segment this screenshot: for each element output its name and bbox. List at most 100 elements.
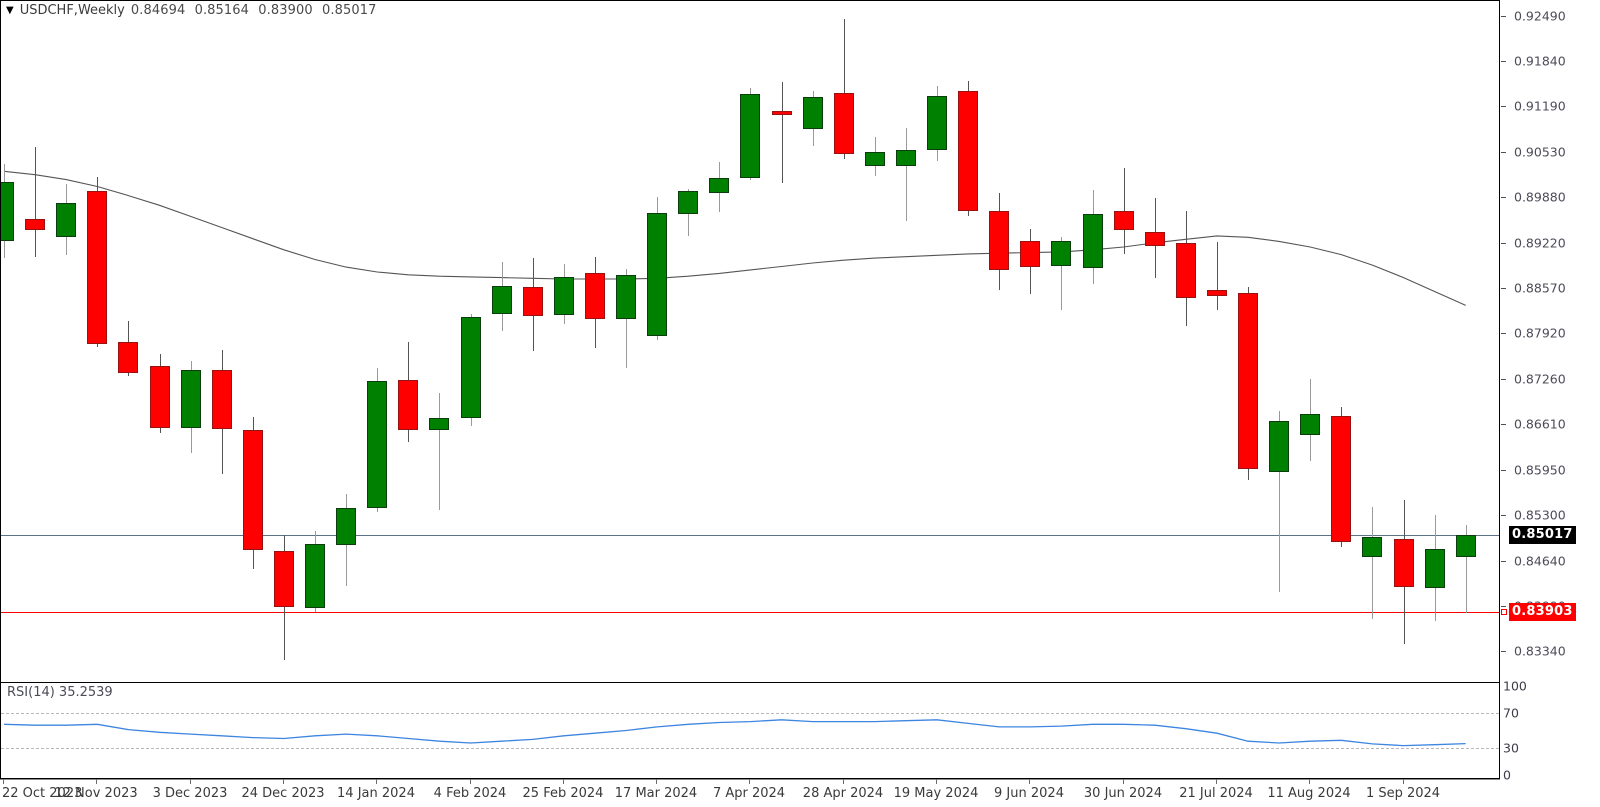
candle-body: [1269, 421, 1289, 473]
candle-body: [274, 550, 294, 607]
ohlc-values: 0.84694 0.85164 0.83900 0.85017: [131, 3, 382, 18]
price-tick-label: 0.88570: [1514, 280, 1566, 296]
candle-wick: [35, 146, 36, 257]
candle-body: [865, 152, 885, 167]
date-tick-mark: [843, 779, 844, 784]
rsi-line-overlay: [3, 719, 1466, 747]
close-value: 0.85017: [321, 2, 377, 18]
price-tick-mark: [1501, 61, 1506, 62]
candle-body: [678, 191, 698, 215]
price-tick-label: 0.85950: [1514, 462, 1566, 478]
candle-body: [647, 212, 667, 336]
rsi-tick-label: 0: [1503, 767, 1511, 783]
candle-body: [87, 191, 107, 345]
candle-body: [1020, 241, 1040, 268]
candle-wick: [439, 392, 440, 510]
candle-body: [523, 287, 543, 317]
price-tick-label: 0.91840: [1514, 53, 1566, 69]
candle-body: [305, 544, 325, 609]
candle-body: [1083, 214, 1103, 268]
date-label: 14 Jan 2024: [337, 786, 415, 801]
date-label: 3 Dec 2023: [152, 786, 228, 801]
candle-wick: [1217, 242, 1218, 311]
candle-body: [1331, 415, 1351, 542]
candle-body: [1114, 210, 1134, 231]
candle-body: [1176, 242, 1196, 298]
date-label: 25 Feb 2024: [522, 786, 604, 801]
candle-body: [803, 96, 823, 129]
alert-price-tag[interactable]: 0.83903: [1509, 603, 1576, 622]
date-tick-mark: [376, 779, 377, 784]
price-plot-area[interactable]: [1, 1, 1499, 682]
alert-line-drag-handle[interactable]: [1501, 609, 1507, 616]
open-value: 0.84694: [130, 2, 186, 18]
candle-body: [1425, 548, 1445, 589]
candle-body: [212, 369, 232, 430]
price-tick-label: 0.86610: [1514, 416, 1566, 432]
candle-wick: [1372, 506, 1373, 620]
date-tick-mark: [936, 779, 937, 784]
date-label: 22 Oct 2023: [2, 786, 83, 801]
date-label: 17 Mar 2024: [614, 786, 698, 801]
rsi-band-30: [1, 748, 1499, 749]
date-tick-mark: [749, 779, 750, 784]
date-tick-mark: [563, 779, 564, 784]
price-scale[interactable]: 0.92490 0.91840 0.91190 0.90530 0.89880 0.892…: [1500, 0, 1600, 683]
price-tick-mark: [1501, 606, 1506, 607]
candle-wick: [1061, 237, 1062, 311]
rsi-tick-label: 100: [1503, 678, 1527, 694]
rsi-line: [3, 719, 1466, 747]
price-tick-label: 0.87920: [1514, 325, 1566, 341]
alert-price-line[interactable]: [1, 612, 1499, 613]
date-tick-mark: [656, 779, 657, 784]
rsi-tick-label: 70: [1503, 705, 1519, 721]
collapse-caret-icon[interactable]: ▼: [6, 5, 14, 16]
price-tick-mark: [1501, 470, 1506, 471]
date-label: 11 Aug 2024: [1267, 786, 1351, 801]
price-tick-mark: [1501, 515, 1506, 516]
price-tick-mark: [1501, 651, 1506, 652]
candle-body: [989, 210, 1009, 270]
candle-body: [585, 273, 605, 319]
price-tick-mark: [1501, 152, 1506, 153]
rsi-plot-area[interactable]: [1, 683, 1499, 778]
price-tick-mark: [1501, 424, 1506, 425]
current-price-line[interactable]: [1, 535, 1499, 536]
candle-body: [181, 369, 201, 428]
candle-body: [1, 181, 14, 241]
rsi-scale[interactable]: 100 70 30 0: [1500, 678, 1600, 783]
candle-body: [834, 93, 854, 154]
price-tick-mark: [1501, 288, 1506, 289]
date-tick-mark: [3, 779, 4, 784]
candle-wick: [782, 81, 783, 184]
candle-body: [740, 94, 760, 179]
date-label: 9 Jun 2024: [994, 786, 1064, 801]
candle-body: [25, 219, 45, 231]
date-label: 19 May 2024: [893, 786, 979, 801]
date-tick-mark: [1216, 779, 1217, 784]
candle-body: [896, 149, 916, 167]
candle-body: [616, 274, 636, 319]
time-axis[interactable]: 22 Oct 2023 12 Nov 2023 3 Dec 2023 24 Dec 2…: [0, 779, 1600, 807]
price-tick-label: 0.89880: [1514, 189, 1566, 205]
rsi-tick-label: 30: [1503, 740, 1519, 756]
price-tick-label: 0.91190: [1514, 98, 1566, 114]
symbol-timeframe-label: USDCHF,Weekly: [19, 2, 125, 18]
current-price-tag: 0.85017: [1509, 525, 1576, 544]
price-tick-label: 0.89220: [1514, 235, 1566, 251]
candle-body: [1051, 240, 1071, 267]
candle-body: [709, 178, 729, 193]
candle-body: [461, 317, 481, 418]
price-tick-mark: [1501, 106, 1506, 107]
date-label: 21 Jul 2024: [1179, 786, 1253, 801]
price-tick-mark: [1501, 197, 1506, 198]
candle-body: [1456, 534, 1476, 558]
candle-wick: [906, 128, 907, 222]
candle-body: [927, 95, 947, 150]
date-tick-mark: [1403, 779, 1404, 784]
date-label: 24 Dec 2023: [241, 786, 325, 801]
candle-body: [1394, 538, 1414, 588]
low-value: 0.83900: [258, 2, 313, 18]
date-label: 30 Jun 2024: [1083, 786, 1163, 801]
